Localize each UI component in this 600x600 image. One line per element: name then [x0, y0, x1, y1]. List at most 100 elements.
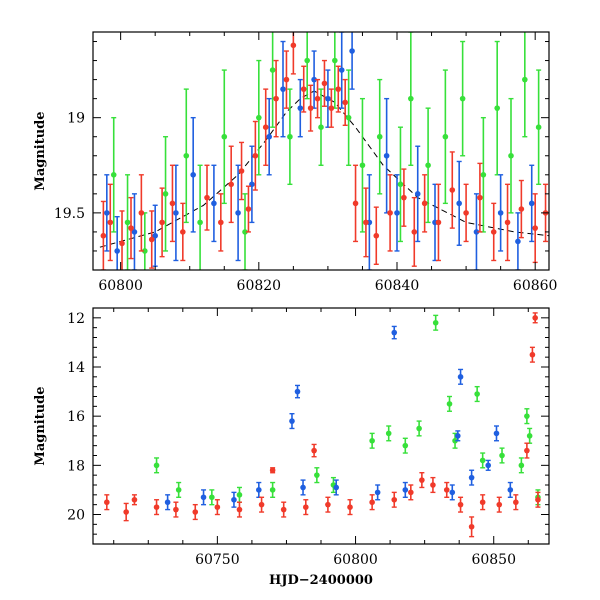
bottom-blue-data-point: [289, 418, 295, 424]
bottom-green-data-point: [474, 391, 480, 397]
bottom-green-data-point: [385, 430, 392, 437]
bottom-green-data-point: [175, 487, 182, 493]
top-green-data-point: [408, 95, 414, 102]
bottom-green-data-point: [499, 452, 505, 459]
top-red-data-point: [238, 168, 245, 174]
top-green-data-point: [124, 219, 131, 226]
top-red-data-point: [421, 200, 428, 207]
bottom-red-data-point: [258, 501, 265, 508]
bottom-red-data-point: [311, 447, 317, 454]
top-blue-data-point: [211, 200, 217, 207]
bottom-red-data-point: [479, 499, 486, 506]
bottom-red-data-point: [173, 506, 179, 513]
top-blue-data-point: [190, 172, 196, 178]
bottom-blue-data-point: [485, 462, 492, 469]
bottom-green-data-point: [236, 492, 243, 498]
top-green-data-point: [304, 57, 310, 64]
bottom-blue-data-point: [300, 484, 306, 491]
bottom-red-data-point: [532, 315, 538, 321]
top-red-data-point: [532, 225, 538, 231]
bottom-blue-data-point: [402, 487, 409, 493]
top-x-tick-label: 60820: [237, 278, 282, 294]
bottom-green-data-point: [479, 457, 486, 464]
top-green-data-point: [397, 181, 404, 188]
top-red-data-point: [218, 219, 224, 226]
top-blue-data-point: [235, 210, 241, 216]
top-green-data-point: [142, 248, 148, 254]
zoomed-light-curve-panel: 60800 60820 60840 60860 19 19.5 Magnitude: [33, 31, 558, 294]
top-y-tick-label: 19.5: [54, 206, 85, 222]
top-red-data-point: [169, 200, 176, 207]
top-y-axis-label: Magnitude: [33, 111, 48, 190]
top-blue-data-point: [528, 200, 535, 207]
bottom-red-data-point: [430, 482, 436, 488]
bottom-green-data-point: [209, 494, 215, 501]
bottom-green-data-point: [153, 462, 160, 469]
top-green-data-point: [535, 124, 542, 130]
top-red-data-point: [252, 152, 259, 159]
top-red-data-point: [290, 42, 297, 49]
top-blue-data-point: [311, 76, 317, 83]
top-x-tick-label: 60840: [375, 278, 420, 294]
top-red-data-point: [159, 219, 165, 226]
bottom-red-data-point: [524, 447, 530, 454]
top-red-data-point: [363, 219, 369, 226]
bottom-blue-data-point: [468, 474, 475, 481]
top-green-data-point: [269, 67, 276, 73]
top-blue-data-point: [338, 67, 345, 73]
top-green-data-point: [332, 57, 338, 64]
top-red-data-point: [273, 95, 279, 102]
top-green-data-point: [287, 133, 293, 140]
top-red-data-point: [107, 219, 114, 226]
bottom-blue-data-point: [231, 496, 237, 503]
top-green-data-point: [162, 191, 169, 197]
bottom-green-data-point: [269, 487, 276, 493]
bottom-red-data-point: [513, 499, 519, 506]
top-blue-data-point: [414, 191, 421, 197]
bottom-green-data-point: [526, 433, 533, 439]
bottom-red-data-point: [457, 501, 464, 508]
top-red-data-point: [204, 194, 210, 201]
top-x-tick-label: 60800: [98, 278, 143, 294]
bottom-blue-data-point: [391, 329, 398, 336]
top-blue-data-point: [473, 229, 480, 235]
bottom-green-data-point: [402, 442, 409, 449]
bottom-x-axis-label: HJD−2400000: [269, 573, 373, 588]
bottom-red-data-point: [123, 509, 129, 515]
bottom-red-data-point: [535, 496, 541, 503]
top-red-data-point: [119, 240, 125, 247]
bottom-plot-frame: [92, 307, 550, 545]
bottom-blue-data-point: [455, 433, 461, 439]
bottom-green-data-point: [416, 425, 422, 432]
bottom-red-data-point: [419, 477, 425, 483]
top-red-data-point: [387, 210, 393, 216]
bottom-red-data-point: [391, 496, 398, 503]
bottom-red-data-point: [496, 501, 503, 508]
top-red-data-point: [342, 99, 348, 106]
bottom-red-data-point: [303, 504, 309, 510]
top-blue-data-point: [152, 232, 158, 239]
top-red-data-point: [228, 181, 234, 188]
top-green-data-point: [345, 114, 352, 121]
bottom-red-data-point: [214, 504, 221, 510]
top-red-data-point: [245, 206, 252, 212]
top-blue-data-point: [280, 86, 286, 92]
bottom-y-tick-label: 20: [67, 508, 85, 524]
top-red-data-point: [128, 225, 134, 231]
top-red-data-point: [518, 206, 525, 212]
top-green-data-point: [480, 172, 487, 178]
bottom-y-tick-label: 18: [67, 458, 85, 474]
bottom-y-tick-label: 14: [67, 360, 85, 376]
bottom-y-axis-label: Magnitude: [33, 386, 48, 465]
top-green-data-point: [256, 114, 262, 121]
top-red-data-point: [477, 194, 483, 201]
top-blue-data-point: [297, 105, 304, 111]
top-blue-data-point: [497, 210, 504, 216]
top-green-data-point: [359, 162, 366, 169]
bottom-x-tick-label: 60850: [471, 552, 516, 568]
top-x-tick-label: 60860: [513, 278, 558, 294]
top-red-data-point: [321, 80, 328, 87]
top-red-data-point: [283, 76, 290, 83]
top-green-data-point: [442, 133, 449, 140]
bottom-red-data-point: [347, 504, 353, 510]
